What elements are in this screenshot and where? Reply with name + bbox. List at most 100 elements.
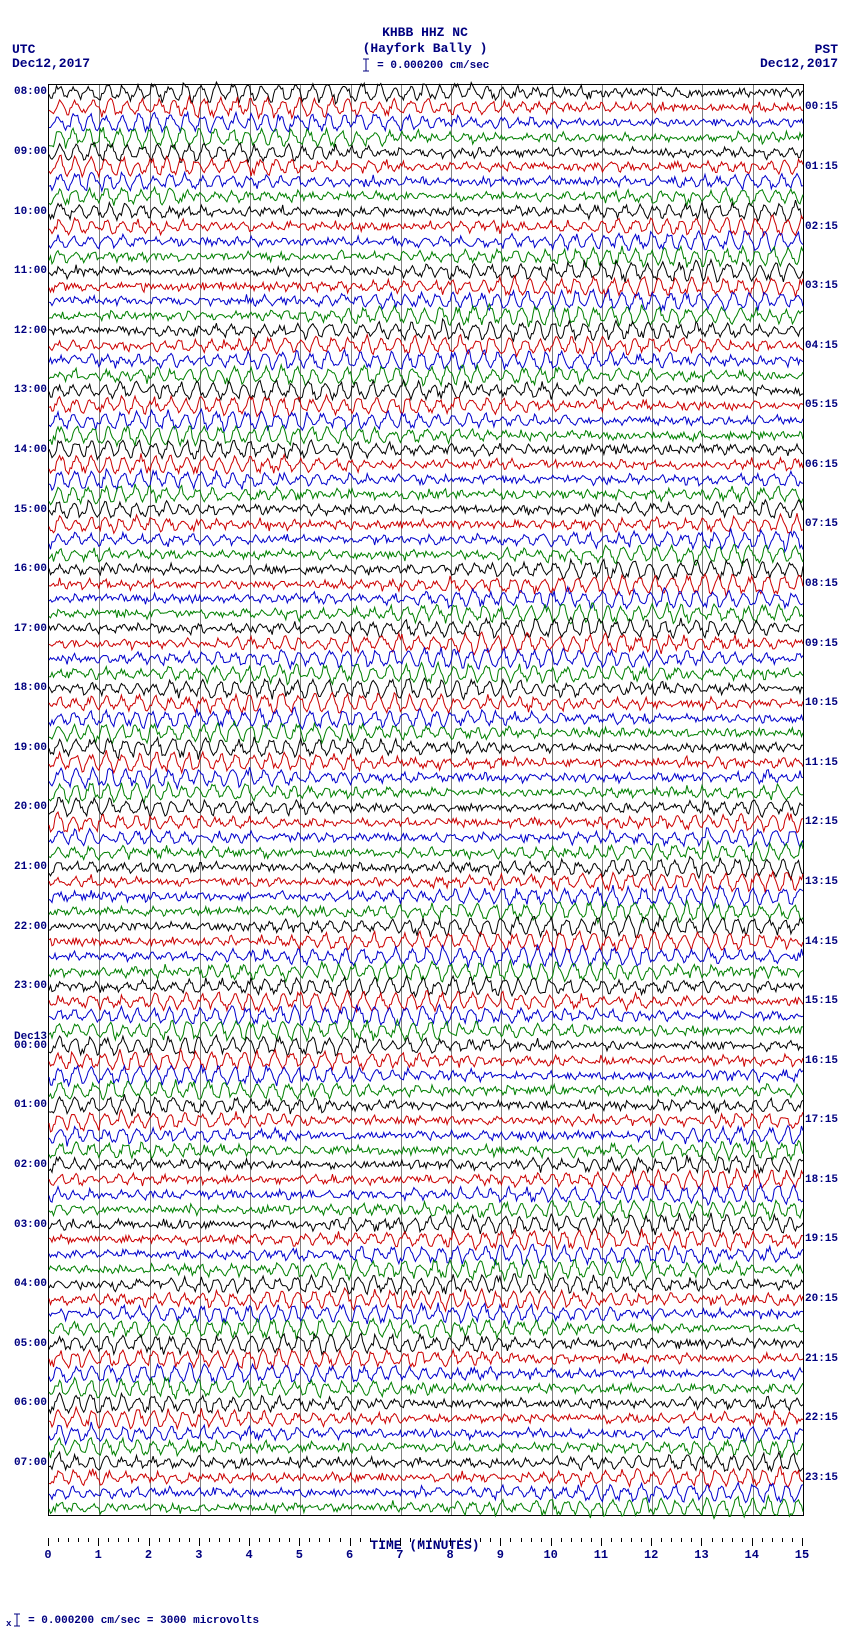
x-tick-minor: [521, 1538, 522, 1542]
utc-time-label: 02:00: [14, 1159, 47, 1171]
x-tick-minor: [772, 1538, 773, 1542]
x-tick-minor: [410, 1538, 411, 1542]
x-tick-minor: [631, 1538, 632, 1542]
x-tick-minor: [239, 1538, 240, 1542]
x-tick-minor: [58, 1538, 59, 1542]
x-tick-label: 9: [497, 1548, 504, 1562]
x-tick-minor: [420, 1538, 421, 1542]
x-tick-major: [199, 1538, 200, 1546]
date-left-label: Dec12,2017: [12, 56, 90, 71]
x-tick-label: 1: [95, 1548, 102, 1562]
x-tick-major: [500, 1538, 501, 1546]
seismogram-container: UTC Dec12,2017 PST Dec12,2017 KHBB HHZ N…: [0, 0, 850, 1628]
pst-time-label: 10:15: [805, 697, 838, 709]
pst-time-label: 09:15: [805, 638, 838, 650]
pst-time-label: 07:15: [805, 518, 838, 530]
x-tick-major: [601, 1538, 602, 1546]
utc-time-label: 15:00: [14, 504, 47, 516]
x-tick-minor: [159, 1538, 160, 1542]
pst-time-label: 19:15: [805, 1233, 838, 1245]
x-tick-minor: [531, 1538, 532, 1542]
footer-micro-text: 3000 microvolts: [160, 1615, 259, 1627]
footer-scale: x = 0.000200 cm/sec = 3000 microvolts: [6, 1613, 850, 1628]
seismic-trace: [49, 1497, 803, 1518]
x-tick-label: 8: [447, 1548, 454, 1562]
station-label: KHBB HHZ NC: [0, 25, 850, 41]
x-tick-minor: [561, 1538, 562, 1542]
x-tick-minor: [541, 1538, 542, 1542]
x-tick-minor: [108, 1538, 109, 1542]
x-tick-major: [651, 1538, 652, 1546]
x-tick-minor: [460, 1538, 461, 1542]
x-tick-label: 12: [644, 1548, 658, 1562]
x-tick-label: 6: [346, 1548, 353, 1562]
x-tick-minor: [88, 1538, 89, 1542]
x-tick-minor: [712, 1538, 713, 1542]
x-tick-minor: [269, 1538, 270, 1542]
x-tick-minor: [169, 1538, 170, 1542]
x-tick-label: 4: [245, 1548, 252, 1562]
x-tick-minor: [68, 1538, 69, 1542]
scale-label: = 0.000200 cm/sec: [0, 57, 850, 74]
x-tick-label: 14: [745, 1548, 759, 1562]
x-tick-minor: [340, 1538, 341, 1542]
utc-time-label: 03:00: [14, 1219, 47, 1231]
x-tick-minor: [671, 1538, 672, 1542]
utc-time-label: 12:00: [14, 325, 47, 337]
pst-time-label: 03:15: [805, 280, 838, 292]
x-tick-minor: [691, 1538, 692, 1542]
x-tick-label: 13: [694, 1548, 708, 1562]
x-tick-minor: [319, 1538, 320, 1542]
x-tick-minor: [138, 1538, 139, 1542]
utc-time-label: 23:00: [14, 980, 47, 992]
x-tick-minor: [229, 1538, 230, 1542]
x-tick-major: [400, 1538, 401, 1546]
x-tick-minor: [309, 1538, 310, 1542]
x-tick-minor: [792, 1538, 793, 1542]
utc-time-label: 13:00: [14, 384, 47, 396]
x-tick-minor: [390, 1538, 391, 1542]
x-tick-minor: [742, 1538, 743, 1542]
utc-time-label: 19:00: [14, 742, 47, 754]
tz-right-label: PST: [815, 42, 838, 57]
x-tick-minor: [581, 1538, 582, 1542]
tz-left-label: UTC: [12, 42, 35, 57]
x-tick-minor: [480, 1538, 481, 1542]
utc-time-label: 16:00: [14, 563, 47, 575]
utc-time-label: 22:00: [14, 921, 47, 933]
x-tick-major: [701, 1538, 702, 1546]
x-tick-major: [350, 1538, 351, 1546]
x-tick-minor: [219, 1538, 220, 1542]
x-tick-minor: [591, 1538, 592, 1542]
utc-time-label: 09:00: [14, 146, 47, 158]
x-tick-major: [149, 1538, 150, 1546]
date-right-label: Dec12,2017: [760, 56, 838, 71]
x-tick-minor: [329, 1538, 330, 1542]
pst-time-label: 08:15: [805, 578, 838, 590]
pst-time-label: 00:15: [805, 101, 838, 113]
x-tick-minor: [470, 1538, 471, 1542]
x-tick-minor: [289, 1538, 290, 1542]
x-tick-label: 15: [795, 1548, 809, 1562]
x-tick-minor: [681, 1538, 682, 1542]
utc-time-label: 08:00: [14, 86, 47, 98]
scale-bar-icon: [361, 58, 371, 72]
x-tick-major: [98, 1538, 99, 1546]
pst-time-label: 15:15: [805, 995, 838, 1007]
pst-time-label: 06:15: [805, 459, 838, 471]
x-tick-label: 7: [396, 1548, 403, 1562]
scale-bar-icon: [12, 1613, 22, 1627]
utc-time-label: 07:00: [14, 1457, 47, 1469]
pst-time-label: 16:15: [805, 1055, 838, 1067]
pst-time-label: 02:15: [805, 221, 838, 233]
x-tick-minor: [370, 1538, 371, 1542]
x-tick-minor: [661, 1538, 662, 1542]
x-tick-minor: [189, 1538, 190, 1542]
x-tick-label: 5: [296, 1548, 303, 1562]
utc-time-label: 18:00: [14, 682, 47, 694]
pst-time-label: 05:15: [805, 399, 838, 411]
pst-time-label: 13:15: [805, 876, 838, 888]
x-axis-title: TIME (MINUTES): [48, 1538, 802, 1553]
x-tick-label: 10: [543, 1548, 557, 1562]
x-tick-minor: [782, 1538, 783, 1542]
